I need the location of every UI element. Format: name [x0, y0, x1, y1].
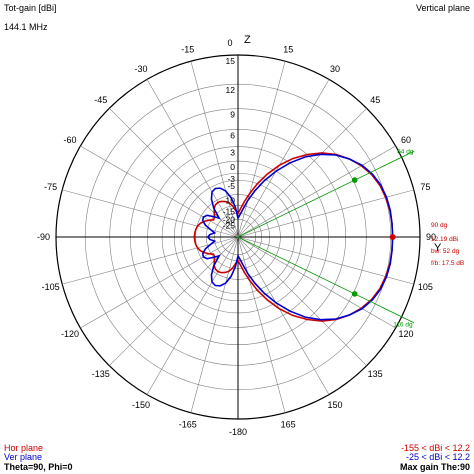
radial-tick-label: -5 — [227, 181, 235, 191]
grid-spoke — [237, 108, 367, 238]
grid-spoke — [237, 145, 396, 238]
radial-tick-label: -3 — [227, 174, 235, 184]
chart-title: Tot-gain [dBi] — [4, 3, 57, 13]
bw-fb-label: f/b: 17.5 dB — [431, 260, 464, 267]
grid-spoke — [190, 236, 239, 413]
angle-label: -150 — [132, 400, 150, 410]
ver-plane-curve — [201, 153, 394, 321]
bw-lower-label: 116 dg — [393, 322, 413, 329]
angle-label: 0 — [227, 38, 232, 48]
angle-label: -120 — [61, 329, 79, 339]
grid-spoke — [237, 61, 286, 238]
grid-spoke — [109, 108, 239, 238]
beamwidth-annotations: 64 dg 116 dg 90 dg 12.19 dBi bw: 52 dg f/b: 1… — [237, 34, 464, 329]
grid-spoke — [80, 236, 239, 329]
radial-tick-label: -15 — [223, 206, 236, 216]
ver-range-label: -25 < dBi < 12.2 — [406, 452, 470, 462]
legend-ver-plane: Ver plane — [4, 452, 42, 462]
angle-label: -45 — [94, 95, 107, 105]
grid-spoke — [237, 189, 414, 238]
angle-label: 105 — [418, 282, 433, 292]
radial-tick-label: 3 — [230, 148, 235, 158]
grid-spoke — [146, 236, 239, 395]
z-axis-label: Z — [244, 34, 251, 46]
radial-tick-label: -20 — [223, 214, 236, 224]
frequency-label: 144.1 MHz — [4, 22, 48, 32]
grid-spoke — [237, 236, 396, 329]
bw-lower-marker — [351, 291, 358, 297]
legend-hor-plane: Hor plane — [4, 443, 43, 453]
bw-width-label: bw: 52 dg — [431, 248, 460, 255]
grid-spoke — [237, 236, 414, 285]
y-axis-label: Y — [434, 242, 442, 254]
grid-spoke — [80, 145, 239, 238]
angle-label: -75 — [44, 182, 57, 192]
bw-upper-marker — [351, 177, 358, 183]
angle-label: -180 — [229, 427, 247, 437]
angle-label: -135 — [92, 369, 110, 379]
angle-label: -105 — [42, 282, 60, 292]
grid-spoke — [109, 236, 239, 366]
bw-upper-line — [237, 150, 415, 238]
angle-label: 15 — [283, 45, 293, 55]
radial-tick-label: 15 — [226, 56, 236, 66]
hor-range-label: -155 < dBi < 12.2 — [401, 443, 470, 453]
angle-label: 30 — [330, 64, 340, 74]
grid-spoke — [190, 61, 239, 238]
angle-labels: 0153045607590105120135150165-15-30-45-60… — [37, 38, 436, 437]
radial-tick-label: -10 — [223, 196, 236, 206]
grid-spoke — [237, 236, 367, 366]
max-gain-marker — [389, 234, 396, 240]
radial-tick-label: 9 — [230, 110, 235, 120]
grid-spoke — [237, 236, 330, 395]
angle-label: 150 — [327, 400, 342, 410]
grid-spoke — [237, 79, 330, 238]
angle-label: 90 — [426, 232, 436, 242]
angle-label: -30 — [134, 64, 147, 74]
bw-lower-line — [237, 236, 415, 324]
angle-label: 165 — [281, 419, 296, 429]
angle-label: 60 — [401, 135, 411, 145]
angle-label: 75 — [420, 182, 430, 192]
max-gain-label: Max gain The:90 — [400, 462, 470, 472]
bw-upper-label: 64 dg — [397, 149, 414, 156]
grid-spoke — [62, 189, 239, 238]
radial-tick-label: 6 — [230, 130, 235, 140]
grid-spoke — [146, 79, 239, 238]
radial-tick-label: 0 — [230, 162, 235, 172]
radial-tick-label: 12 — [226, 85, 236, 95]
bw-gain-label: 12.19 dBi — [431, 236, 458, 243]
angle-label: -60 — [63, 135, 76, 145]
angle-label: -90 — [37, 232, 50, 242]
angle-label: -15 — [181, 45, 194, 55]
angle-label: 120 — [398, 329, 413, 339]
radial-tick-label: -25 — [223, 220, 236, 230]
grid-spoke — [237, 236, 286, 413]
angle-label: 45 — [370, 95, 380, 105]
radial-labels: 15 12 9 6 3 0 -3-5 -10-15-20-25 — [223, 56, 236, 230]
series-layer — [193, 152, 394, 322]
plane-title: Vertical plane — [416, 3, 470, 13]
angle-label: 135 — [368, 369, 383, 379]
grid-spoke — [62, 236, 239, 285]
angle-label: -165 — [179, 419, 197, 429]
bw-center-label: 90 dg — [431, 222, 448, 229]
theta-phi-label: Theta=90, Phi=0 — [4, 462, 73, 472]
